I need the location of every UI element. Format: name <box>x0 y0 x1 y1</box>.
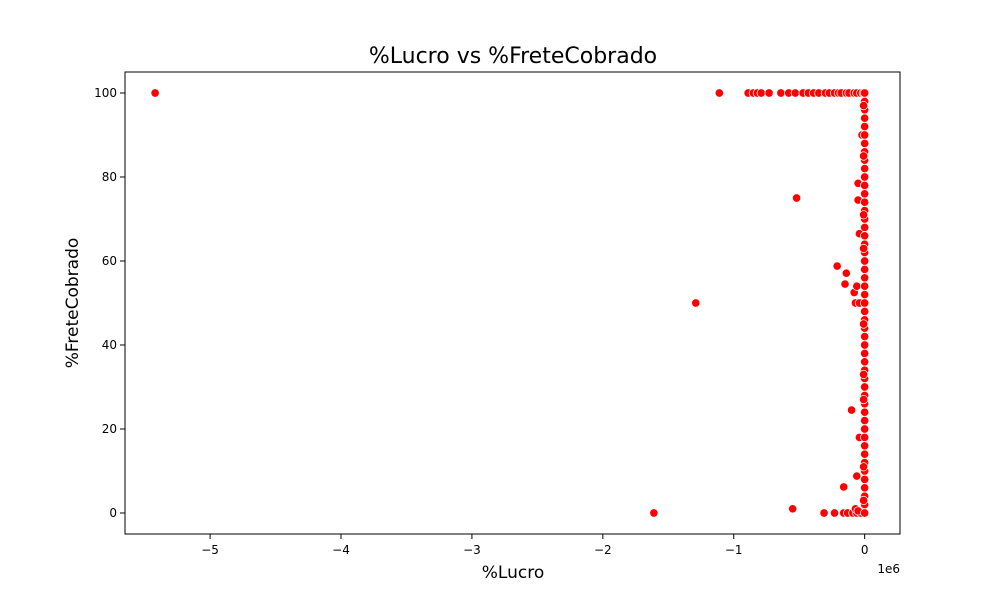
data-point <box>860 264 870 274</box>
y-axis: 0 20 40 60 80 100 <box>94 86 125 520</box>
data-point <box>860 483 870 493</box>
data-point <box>860 340 870 350</box>
data-point <box>841 268 851 278</box>
data-point <box>792 193 802 203</box>
data-point <box>860 273 870 283</box>
data-point <box>756 88 766 98</box>
data-point <box>691 298 701 308</box>
data-point <box>860 298 870 308</box>
data-point <box>714 88 724 98</box>
data-point <box>840 279 850 289</box>
data-point <box>860 180 870 190</box>
data-point <box>860 222 870 232</box>
x-axis-offset-label: 1e6 <box>877 562 900 576</box>
data-point <box>860 281 870 291</box>
data-point <box>860 113 870 123</box>
chart-title: %Lucro vs %FreteCobrado <box>369 44 657 69</box>
data-point <box>860 332 870 342</box>
data-point <box>860 130 870 140</box>
data-point <box>860 424 870 434</box>
data-point <box>852 471 862 481</box>
data-point <box>860 474 870 484</box>
data-point <box>859 210 869 220</box>
plot-area-frame <box>124 71 901 535</box>
data-point <box>852 281 862 291</box>
data-point <box>829 508 840 518</box>
x-tick-label: −4 <box>332 543 350 557</box>
data-point <box>860 189 870 199</box>
y-tick-label: 40 <box>102 338 117 352</box>
x-tick-label: −1 <box>725 543 743 557</box>
data-point <box>859 395 869 405</box>
data-point <box>790 88 800 98</box>
data-points <box>150 88 870 518</box>
data-point <box>860 382 870 392</box>
data-point <box>776 88 786 98</box>
x-tick-label: −3 <box>463 543 481 557</box>
data-point <box>846 405 857 415</box>
data-point <box>860 172 870 182</box>
data-point <box>859 151 869 161</box>
y-tick-label: 20 <box>102 422 117 436</box>
data-point <box>649 508 659 518</box>
data-point <box>860 122 870 132</box>
data-point <box>860 449 870 459</box>
data-point <box>860 357 870 367</box>
x-tick-label: 0 <box>861 543 869 557</box>
data-point <box>832 261 842 271</box>
data-point <box>860 348 870 358</box>
data-point <box>839 482 849 492</box>
data-point <box>860 197 870 207</box>
data-point <box>860 508 870 518</box>
data-point <box>860 407 870 417</box>
data-point <box>860 416 870 426</box>
data-point <box>764 88 774 98</box>
data-point <box>860 290 870 300</box>
x-axis-label: %Lucro <box>482 563 544 583</box>
data-point <box>788 504 798 514</box>
data-point <box>859 319 869 329</box>
data-point <box>859 495 869 505</box>
x-axis: −5 −4 −3 −2 −1 0 <box>201 534 868 557</box>
y-axis-label: %FreteCobrado <box>63 238 83 369</box>
data-point <box>860 164 870 174</box>
data-point <box>860 432 870 442</box>
data-point <box>859 369 869 379</box>
data-point <box>860 441 870 451</box>
data-point <box>150 88 160 98</box>
x-tick-label: −5 <box>201 543 219 557</box>
data-point <box>860 231 870 241</box>
data-point <box>859 101 869 111</box>
data-point <box>819 508 829 518</box>
data-point <box>860 256 870 266</box>
y-tick-label: 60 <box>102 254 117 268</box>
y-tick-label: 0 <box>109 506 117 520</box>
data-point <box>860 138 870 148</box>
data-point <box>859 243 869 253</box>
data-point <box>859 462 869 472</box>
data-point <box>860 88 870 98</box>
y-tick-label: 100 <box>94 86 117 100</box>
y-tick-label: 80 <box>102 170 117 184</box>
data-point <box>860 306 870 316</box>
x-tick-label: −2 <box>594 543 612 557</box>
